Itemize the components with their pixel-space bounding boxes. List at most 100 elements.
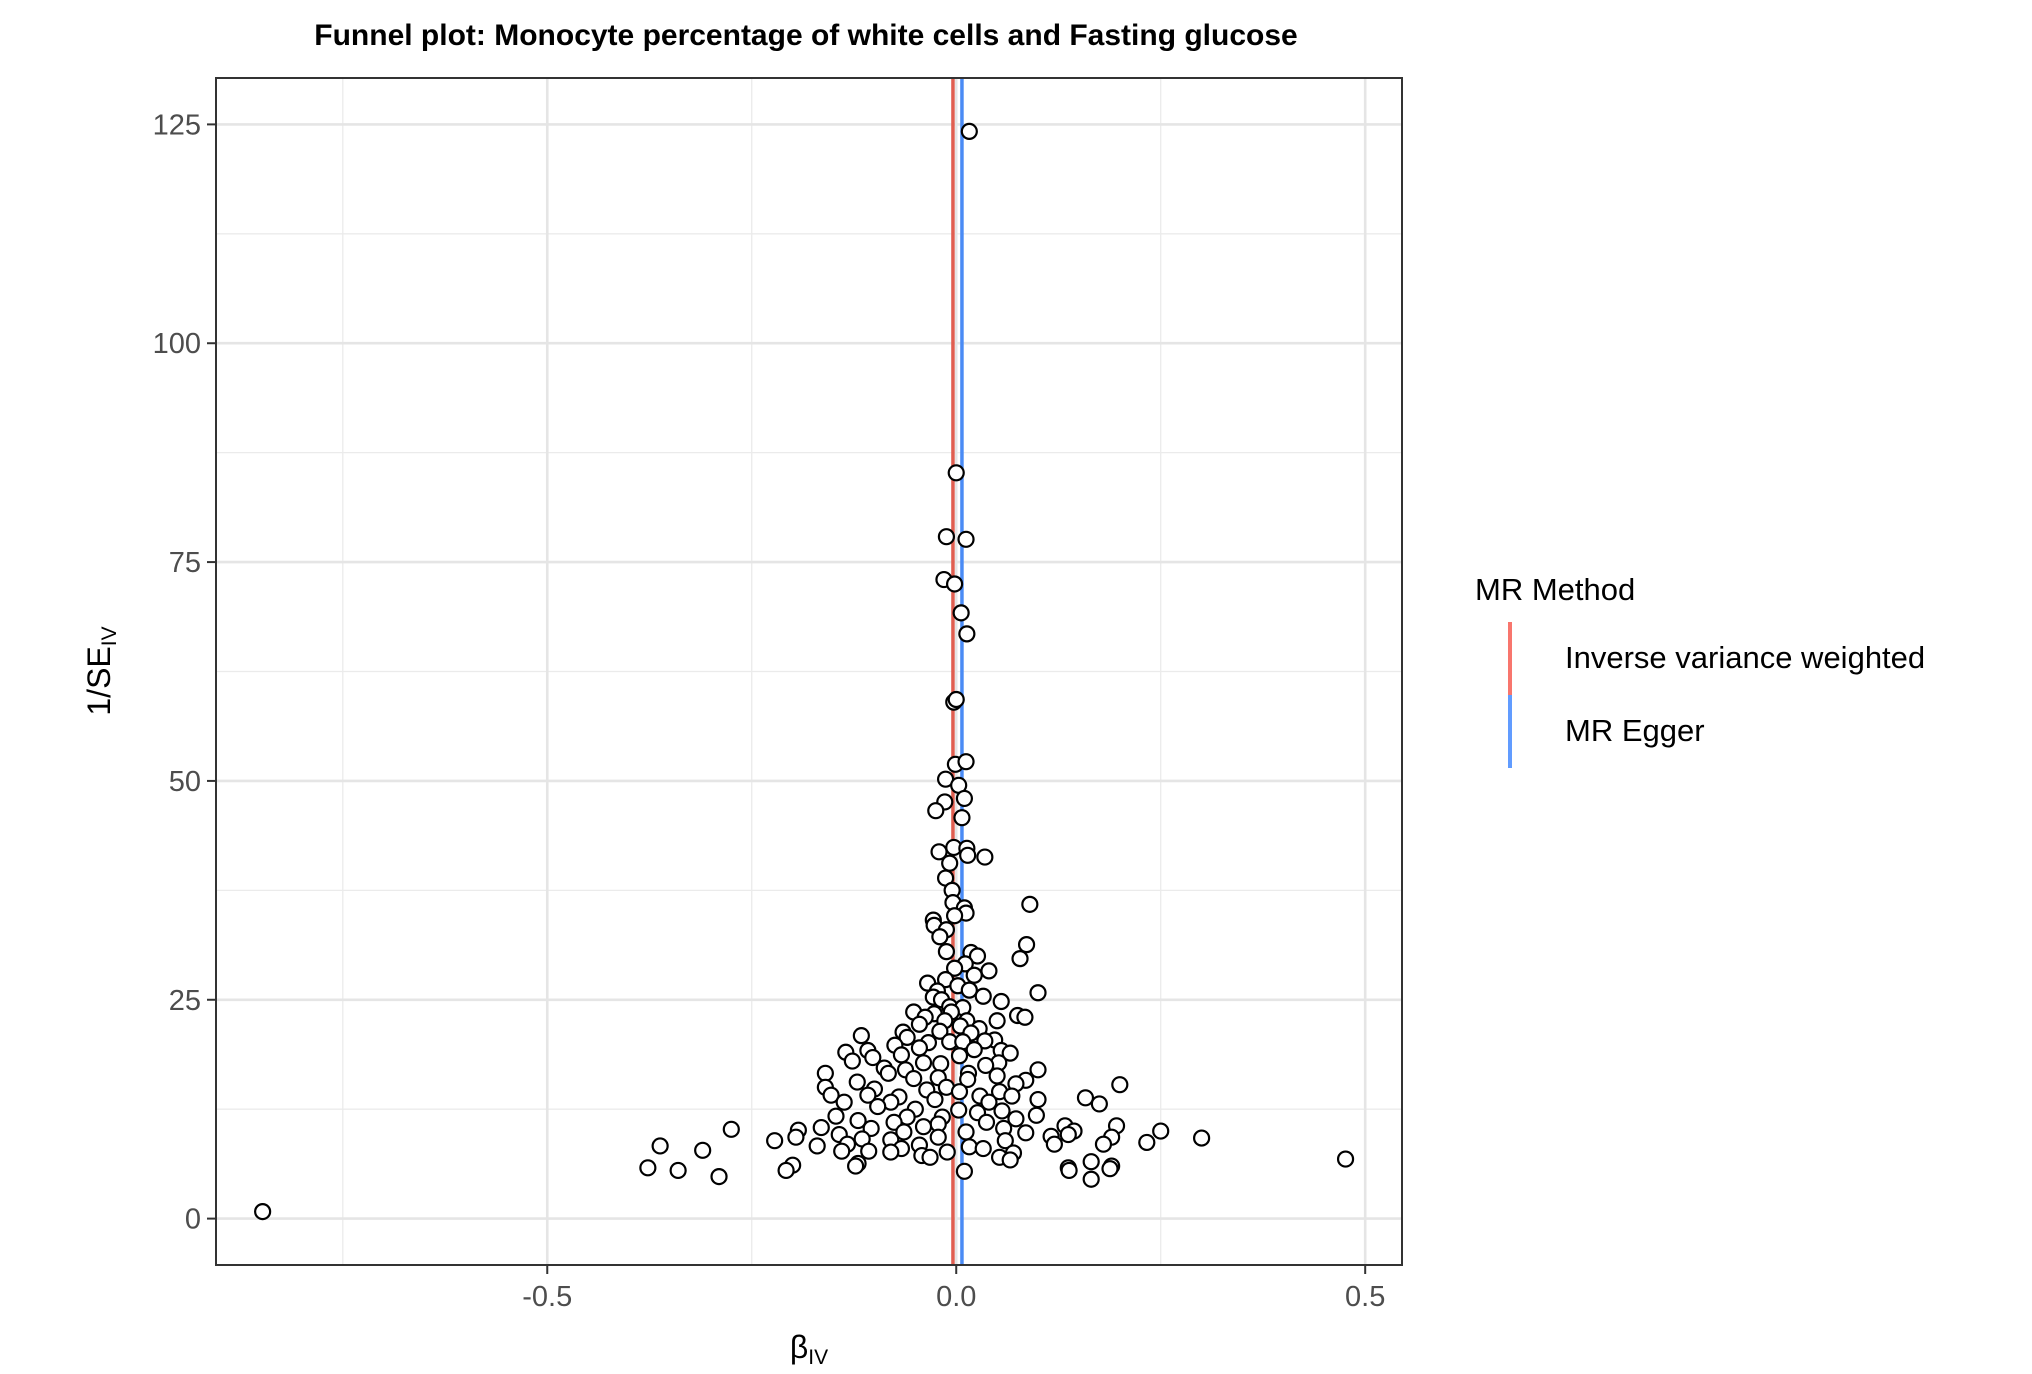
- data-point: [1003, 1087, 1021, 1105]
- reference-lines: [951, 78, 964, 1265]
- data-point: [254, 1203, 272, 1221]
- data-point: [1193, 1129, 1211, 1147]
- data-point: [864, 1048, 882, 1067]
- data-point: [980, 1093, 998, 1111]
- minor-gridlines: [216, 78, 1402, 1265]
- data-point: [847, 1157, 865, 1175]
- data-point: [669, 1161, 687, 1180]
- data-point: [766, 1132, 784, 1150]
- data-point: [1017, 1124, 1035, 1142]
- data-point: [651, 1137, 669, 1155]
- data-point: [953, 809, 971, 827]
- y-tick-label: 25: [169, 985, 201, 1017]
- data-point: [955, 1162, 974, 1180]
- y-tick-label: 100: [153, 328, 201, 360]
- data-point: [957, 530, 975, 548]
- data-point: [808, 1137, 826, 1155]
- data-point: [1336, 1150, 1355, 1168]
- legend: MR Method Inverse variance weighted MR E…: [1475, 572, 1925, 768]
- data-point: [988, 1012, 1006, 1030]
- data-point: [833, 1142, 851, 1160]
- data-point: [945, 959, 964, 977]
- data-point: [895, 1123, 913, 1141]
- major-gridlines: [216, 78, 1402, 1265]
- data-point: [974, 987, 992, 1005]
- y-axis-title-subscript: IV: [98, 626, 121, 646]
- data-point: [941, 854, 959, 872]
- data-point: [957, 1123, 975, 1141]
- data-point: [710, 1167, 728, 1186]
- data-point: [947, 690, 965, 709]
- data-point: [1001, 1044, 1019, 1062]
- data-point: [1007, 1110, 1025, 1128]
- data-point: [1027, 1106, 1045, 1124]
- data-point: [938, 1143, 956, 1161]
- data-point: [945, 907, 964, 925]
- data-point: [937, 943, 956, 961]
- x-tick-label: -0.5: [522, 1281, 572, 1313]
- data-point: [945, 575, 964, 593]
- data-point: [905, 1069, 923, 1088]
- data-point: [852, 1027, 870, 1045]
- data-point: [898, 1028, 916, 1047]
- data-point: [993, 1102, 1011, 1120]
- x-axis-title: βIV: [790, 1329, 828, 1369]
- data-point: [910, 1015, 929, 1033]
- data-point: [1029, 984, 1047, 1002]
- x-tick-label: 0.5: [1345, 1281, 1385, 1313]
- data-point: [1021, 895, 1039, 913]
- data-point: [843, 1052, 861, 1070]
- data-point: [960, 122, 978, 140]
- data-point: [914, 1054, 933, 1072]
- data-point: [988, 1067, 1006, 1085]
- data-point: [859, 1086, 877, 1104]
- data-point: [848, 1073, 866, 1091]
- plot-area: [215, 77, 1403, 1266]
- data-point: [921, 1148, 939, 1166]
- legend-label-mr-egger: MR Egger: [1565, 713, 1705, 748]
- data-point: [860, 1142, 878, 1160]
- data-point: [777, 1161, 795, 1180]
- data-point: [1011, 950, 1029, 968]
- data-point: [950, 1101, 968, 1119]
- data-point: [960, 981, 978, 999]
- legend-label-ivw: Inverse variance weighted: [1565, 640, 1925, 675]
- y-tick-label: 50: [169, 766, 201, 798]
- y-tick-label: 125: [153, 109, 201, 141]
- data-point: [1029, 1061, 1047, 1079]
- data-point: [892, 1046, 911, 1064]
- data-point: [974, 1139, 992, 1158]
- data-point: [827, 1107, 845, 1125]
- data-point: [950, 1047, 969, 1065]
- data-point: [1059, 1125, 1077, 1144]
- y-tick-label: 75: [169, 547, 201, 579]
- y-axis-title: 1/SEIV: [81, 626, 121, 715]
- data-point: [694, 1141, 712, 1159]
- data-point: [787, 1128, 805, 1146]
- data-point: [882, 1143, 900, 1161]
- x-axis: -0.5 0.0 0.5: [522, 1265, 1385, 1313]
- data-point: [1060, 1161, 1078, 1180]
- data-point: [812, 1118, 830, 1137]
- data-point: [958, 625, 976, 643]
- data-point: [1016, 1008, 1034, 1026]
- data-point: [977, 1056, 995, 1075]
- data-point: [965, 966, 983, 984]
- data-point: [822, 1086, 840, 1104]
- x-axis-title-main: β: [790, 1329, 808, 1365]
- data-point: [937, 528, 956, 546]
- data-point: [931, 928, 949, 946]
- data-point: [1001, 1151, 1019, 1169]
- data-point: [959, 1070, 977, 1089]
- y-axis: 0 25 50 75 100 125: [153, 109, 216, 1236]
- data-point: [992, 992, 1010, 1011]
- legend-title: MR Method: [1475, 572, 1635, 607]
- y-tick-label: 0: [185, 1204, 201, 1236]
- data-point: [955, 789, 974, 808]
- plot-panel-border: [215, 77, 1403, 1266]
- data-points: [254, 122, 1355, 1221]
- data-point: [926, 1090, 944, 1109]
- data-point: [931, 1022, 949, 1040]
- data-point: [869, 1097, 887, 1116]
- data-point: [952, 604, 970, 622]
